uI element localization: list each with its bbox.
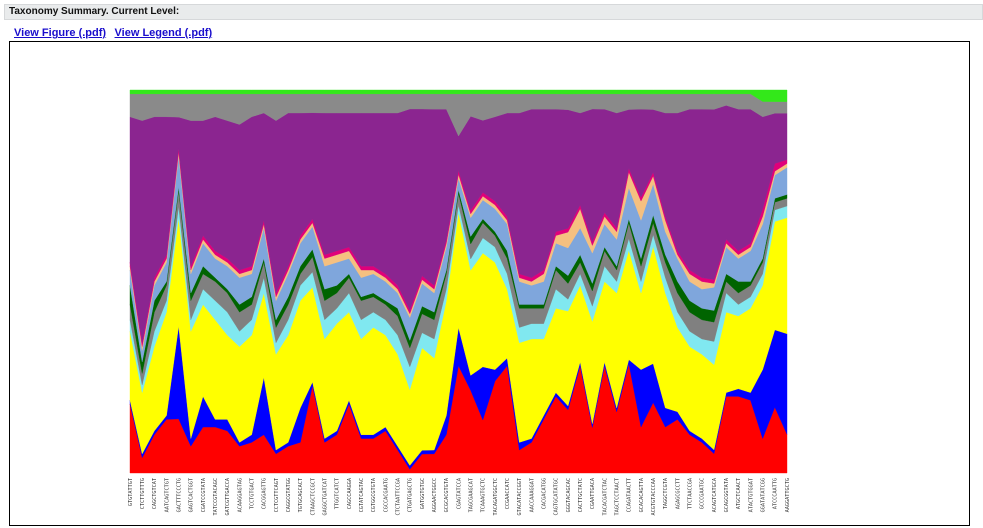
- x-tick-label: GCACACAGTTA: [639, 477, 645, 512]
- x-tick-label: AATCAGTCTGT: [164, 478, 170, 512]
- x-tick-label: ACAAGGAGTAG: [237, 478, 243, 512]
- x-tick-label: GACTTTCCCTG: [176, 478, 182, 512]
- x-tick-label: GGGTACAGCAC: [566, 478, 572, 512]
- stacked-area-chart: GTGTATTGT CTCTTGTTTG CAGCTGTCAT AATCAGTCTGT…: [128, 89, 791, 515]
- x-tick-label: CAGTGCATATGC: [554, 478, 560, 515]
- x-tick-label: CTCTTGTTTG: [140, 478, 146, 509]
- x-tick-label: TCCTGTGACT: [249, 478, 255, 509]
- x-tick-label: CCAGATAACTT: [627, 478, 633, 512]
- x-tick-label: GAGTCACTGGT: [189, 478, 195, 512]
- x-tick-label: AGGAACTGGCC: [432, 478, 438, 512]
- x-tick-label: CACGACATGG: [541, 478, 547, 509]
- x-tick-label: CTAAGCTCCGCT: [310, 478, 316, 515]
- x-tick-label: GTACATACCGGT: [517, 478, 523, 515]
- x-tick-label: CGATCCGTATA: [201, 477, 207, 512]
- x-tick-label: CAGCCAAGGA: [347, 477, 353, 509]
- view-legend-link[interactable]: View Legend (.pdf): [114, 27, 213, 39]
- x-tick-label: TTCTAACCGA: [687, 477, 693, 509]
- x-tick-label: CACTTGCTATC: [578, 478, 584, 512]
- x-tick-label: ACGTGTACCCAA: [651, 477, 657, 515]
- x-tick-label: AACCAAAGGAT: [529, 478, 535, 512]
- x-tick-label: ATCCCAATTG: [773, 478, 779, 509]
- x-tick-label: GCGCACGTGTA: [444, 477, 450, 512]
- x-tick-label: AAGGATTGCTG: [785, 478, 791, 512]
- x-tick-label: TTGGTCATCT: [335, 478, 341, 509]
- x-tick-label: TGTGCAGCACT: [298, 478, 304, 512]
- x-tick-label: ATGCTCAACT: [736, 478, 742, 509]
- x-tick-label: GGATATATCGG: [760, 478, 766, 512]
- x-tick-labels: GTGTATTGT CTCTTGTTTG CAGCTGTCAT AATCAGTCTGT…: [128, 477, 791, 515]
- x-tick-label: TAGCGAAGCAT: [468, 478, 474, 512]
- x-tick-label: CGTATCAGTAC: [359, 478, 365, 512]
- area-series-12: [129, 89, 788, 102]
- x-tick-label: GCCCGAATGC: [700, 478, 706, 509]
- header-title: Taxonomy Summary. Current Level:: [9, 6, 180, 17]
- x-tick-label: TCAAAGTGCTC: [481, 478, 487, 512]
- x-tick-label: CAGGCGTATGG: [286, 478, 292, 512]
- x-tick-label: TAGGCTCGTA: [663, 477, 669, 509]
- x-tick-label: TACACGATCTAC: [602, 478, 608, 515]
- download-links: View Figure (.pdf) View Legend (.pdf): [14, 23, 216, 41]
- x-tick-label: TATCCGTACAGC: [213, 478, 219, 515]
- x-tick-label: AGAGCGCCTT: [675, 478, 681, 509]
- area-layers: [129, 89, 788, 474]
- x-tick-label: CTCTAATTCCGA: [395, 477, 401, 515]
- x-tick-label: CACGGAGTTG: [262, 478, 268, 509]
- x-tick-label: ATACTGTGGAT: [748, 478, 754, 512]
- x-tick-label: TACAGATGGCTC: [493, 478, 499, 515]
- x-tick-label: GAGGCTGATCAT: [322, 478, 328, 515]
- x-tick-label: CGAATTGACA: [590, 477, 596, 509]
- x-tick-label: GCAGCGGTATA: [724, 477, 730, 512]
- view-figure-link[interactable]: View Figure (.pdf): [14, 27, 107, 39]
- x-tick-label: TAGCTCCTAACT: [614, 478, 620, 515]
- taxonomy-figure: GTGTATTGT CTCTTGTTTG CAGCTGTCAT AATCAGTCTGT…: [9, 41, 970, 526]
- x-tick-label: CCTCGTTCAGT: [274, 478, 280, 512]
- x-tick-label: CGAGTATCCA: [456, 477, 462, 509]
- x-tick-label: ACAGTCATGCA: [712, 477, 718, 512]
- x-tick-label: GATCGTTGACCA: [225, 477, 231, 515]
- x-tick-label: CGCCACGAATG: [383, 478, 389, 512]
- x-tick-label: CGTGGCGTGTA: [371, 477, 377, 512]
- x-tick-label: CTGATGAGCTG: [408, 478, 414, 512]
- x-tick-label: GTGTATTGT: [128, 478, 134, 506]
- taxonomy-summary-header: Taxonomy Summary. Current Level:: [4, 4, 983, 20]
- x-tick-label: CCGAACCATC: [505, 478, 511, 509]
- x-tick-label: CAGCTGTCAT: [152, 478, 158, 509]
- x-tick-label: GATGGTGTGC: [420, 478, 426, 509]
